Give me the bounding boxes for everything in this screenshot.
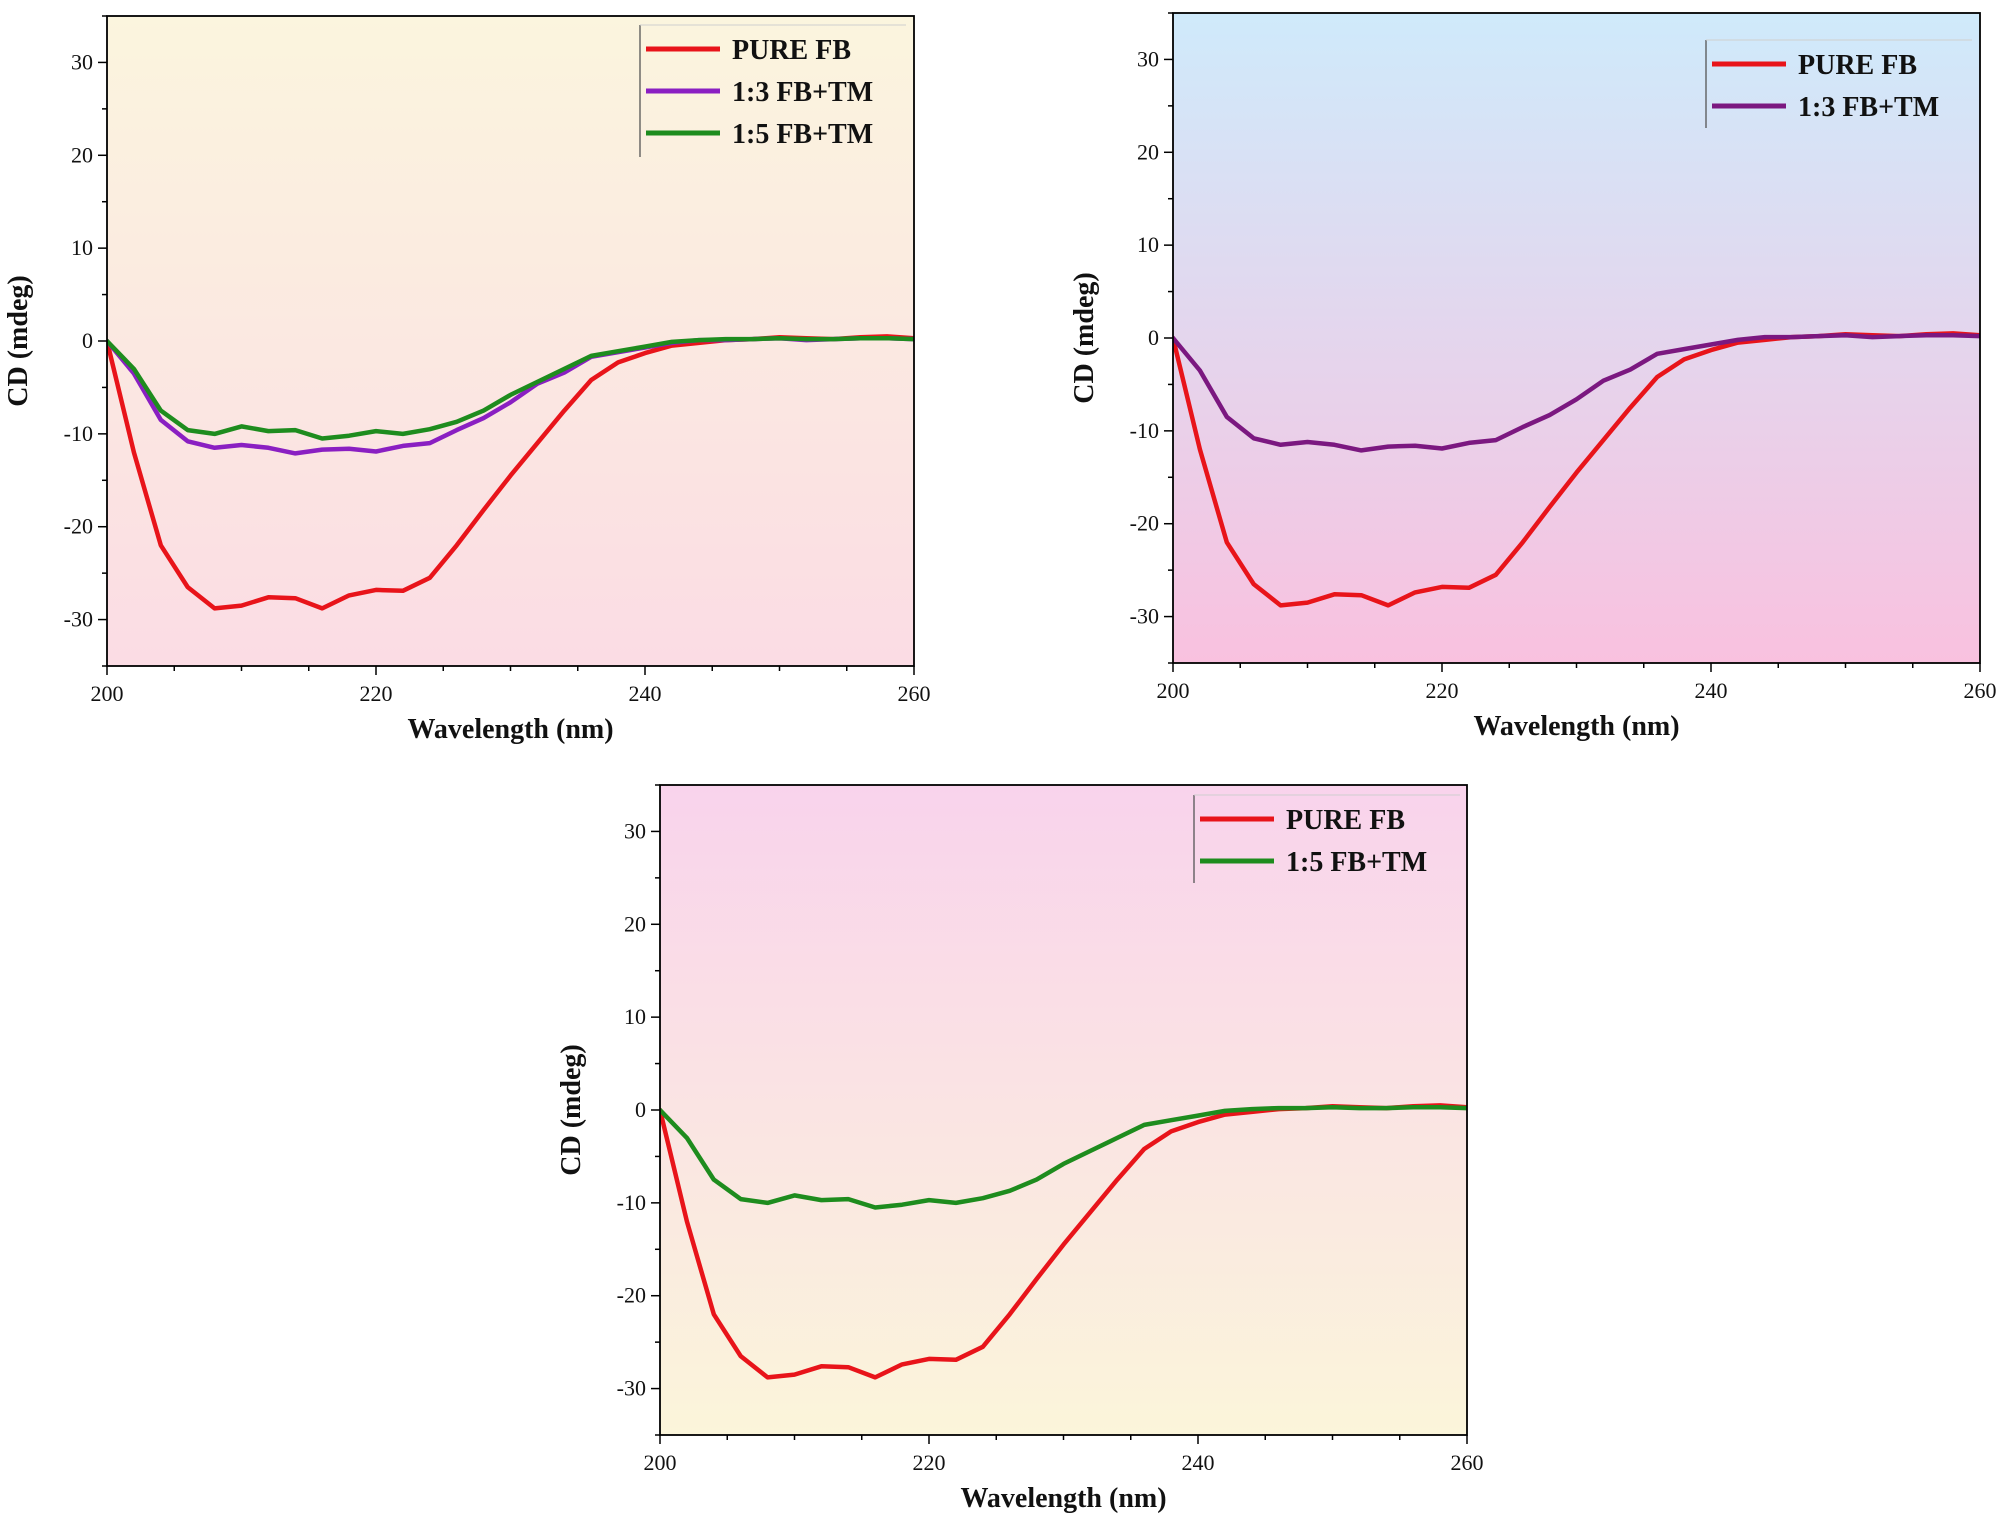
series-line (107, 335, 914, 441)
plot-background (107, 16, 914, 666)
legend: PURE FB 1:5 FB+TM (1193, 794, 1460, 883)
y-tick-label: -20 (64, 514, 93, 539)
x-tick-label: 260 (898, 681, 931, 706)
y-tick-label: 20 (1137, 139, 1159, 164)
y-tick-label: -20 (617, 1283, 646, 1308)
x-axis-title: Wavelength (nm) (407, 714, 613, 745)
legend: PURE FB 1:3 FB+TM 1:5 FB+TM (639, 24, 906, 157)
legend-label: 1:3 FB+TM (732, 77, 873, 108)
x-tick-label: 200 (644, 1450, 677, 1475)
y-tick-label: 0 (82, 328, 93, 353)
y-tick-label: 30 (71, 49, 93, 74)
legend: PURE FB 1:3 FB+TM (1705, 39, 1972, 128)
x-tick-label: 260 (1964, 678, 1997, 703)
y-tick-label: -10 (64, 421, 93, 446)
y-tick-label: -20 (1130, 511, 1159, 536)
x-tick-label: 240 (1182, 1450, 1215, 1475)
x-tick-label: 260 (1451, 1450, 1484, 1475)
y-tick-label: -30 (1130, 604, 1159, 629)
y-tick-label: 10 (71, 235, 93, 260)
plot-background (1173, 13, 1980, 663)
x-axis-title: Wavelength (nm) (1473, 711, 1679, 742)
y-tick-label: -10 (1130, 418, 1159, 443)
series-line (660, 1104, 1467, 1210)
x-tick-label: 200 (1157, 678, 1190, 703)
x-tick-label: 220 (360, 681, 393, 706)
series-line (1173, 332, 1980, 453)
chart-panel-top-left: -30 -20 -10 0 10 20 30 200 220 240 260 Wavelength (… (3, 15, 931, 745)
chart-panel-bottom: -30 -20 -10 0 10 20 30 200 220 240 260 Wavelength (… (556, 784, 1484, 1514)
y-tick-label: 30 (1137, 46, 1159, 71)
x-tick-label: 240 (629, 681, 662, 706)
x-axis-title: Wavelength (nm) (960, 1483, 1166, 1514)
y-tick-label: 10 (624, 1004, 646, 1029)
y-tick-label: 30 (624, 818, 646, 843)
y-tick-label: -10 (617, 1190, 646, 1215)
chart-panel-top-right: -30 -20 -10 0 10 20 30 200 220 240 260 Wavelength (… (1069, 12, 1997, 742)
y-axis-title: CD (mdeg) (556, 1044, 587, 1175)
y-axis-title: CD (mdeg) (1069, 272, 1100, 403)
y-tick-label: -30 (64, 607, 93, 632)
x-tick-label: 240 (1695, 678, 1728, 703)
plot-background (660, 785, 1467, 1435)
legend-label: 1:3 FB+TM (1798, 92, 1939, 123)
y-tick-label: -30 (617, 1376, 646, 1401)
y-tick-label: 0 (635, 1097, 646, 1122)
y-tick-label: 10 (1137, 232, 1159, 257)
x-tick-label: 220 (1426, 678, 1459, 703)
y-tick-label: 20 (71, 142, 93, 167)
legend-label: PURE FB (1286, 805, 1405, 836)
y-tick-label: 20 (624, 911, 646, 936)
x-tick-label: 220 (913, 1450, 946, 1475)
legend-label: 1:5 FB+TM (732, 119, 873, 150)
x-tick-label: 200 (91, 681, 124, 706)
legend-label: PURE FB (732, 35, 851, 66)
y-tick-label: 0 (1148, 325, 1159, 350)
legend-label: PURE FB (1798, 50, 1917, 81)
y-axis-title: CD (mdeg) (3, 275, 34, 406)
legend-label: 1:5 FB+TM (1286, 847, 1427, 878)
